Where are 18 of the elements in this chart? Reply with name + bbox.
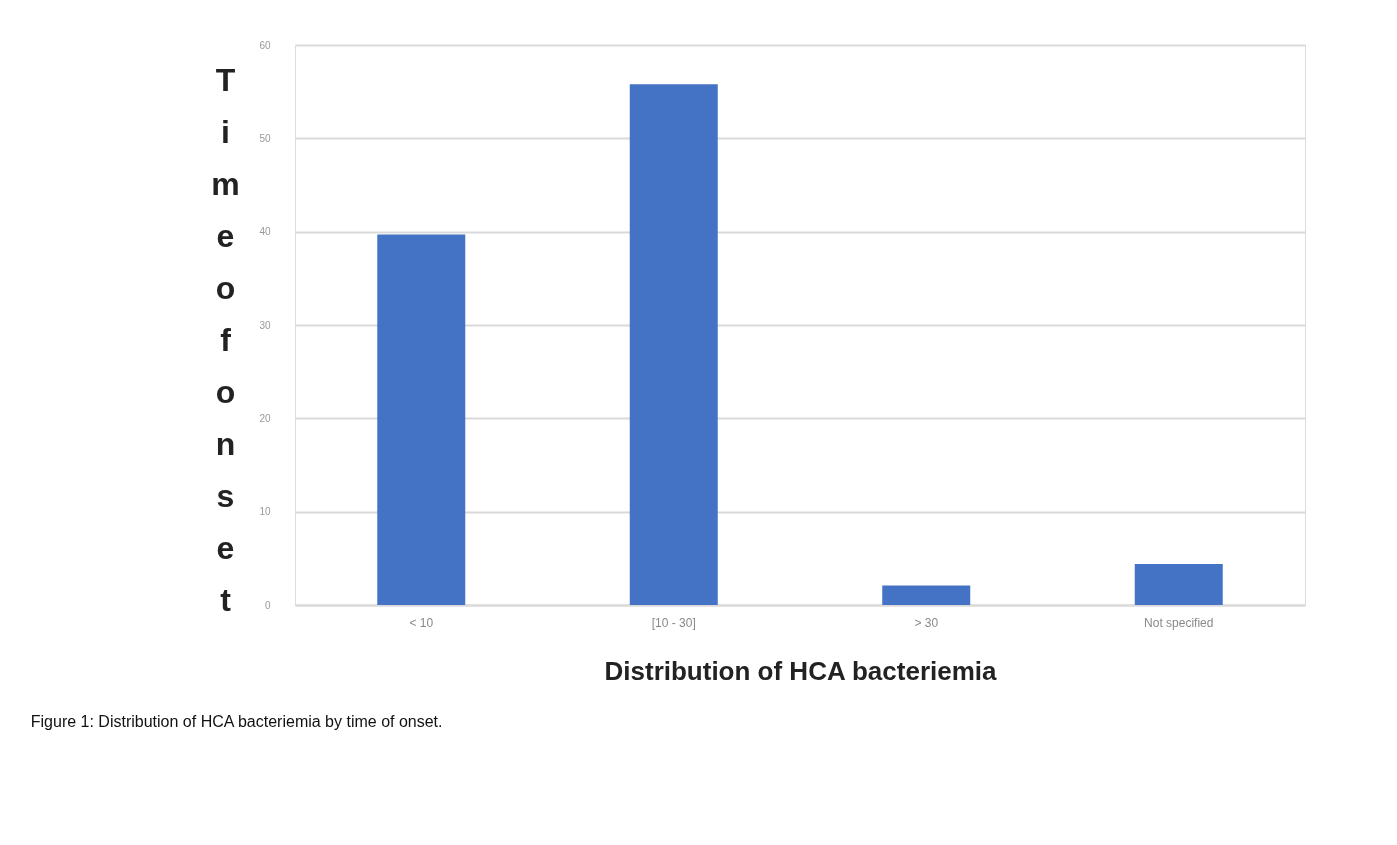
x-tick-label: Not specified [1144,615,1214,630]
bar [882,585,971,605]
x-axis-title: Distribution of HCA bacteriemia [604,655,998,686]
x-tick-label: [10 - 30] [651,615,696,630]
bar [377,234,466,605]
caption: Figure 1: Distribution of HCA bacteriemia by time of onset. [30,713,443,730]
y-tick-label: 50 [259,132,271,144]
y-tick-label: 60 [259,39,271,51]
y-tick-label: 30 [259,319,271,331]
y-tick-label: 0 [264,599,271,611]
bar [1134,563,1223,605]
y-tick-label: 40 [259,226,271,238]
y-tick-label: 20 [259,412,271,424]
x-tick-label: > 30 [914,615,939,630]
x-tick-label: < 10 [409,615,434,630]
y-tick-label: 10 [259,506,271,518]
bar [629,84,718,605]
text: Time of onset [211,61,240,618]
